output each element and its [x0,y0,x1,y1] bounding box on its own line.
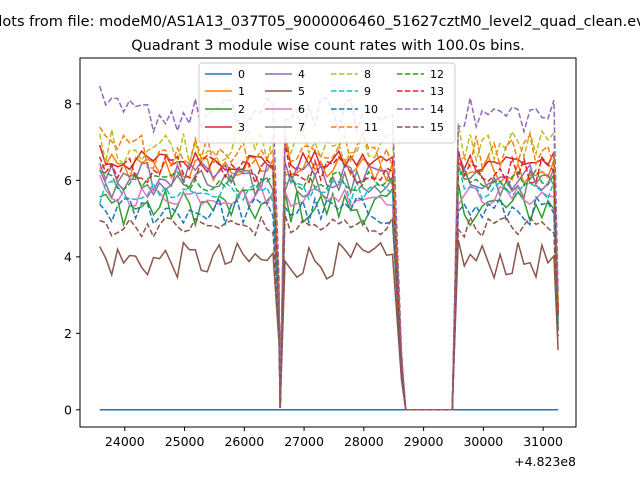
legend-label-14: 14 [430,103,444,116]
legend-label-10: 10 [364,103,378,116]
series-line-14 [98,85,559,411]
series-line-12 [99,168,559,411]
series-line-15 [99,214,559,411]
series-line-10 [99,195,559,411]
x-tick-label: 31000 [523,434,563,449]
y-tick-label: 2 [64,326,72,341]
series-line-5 [99,239,559,411]
x-tick-label: 29000 [404,434,444,449]
legend-label-4: 4 [298,68,305,81]
legend-label-5: 5 [298,85,305,98]
x-tick-label: 26000 [224,434,264,449]
axes-frame [79,57,577,428]
x-tick-label: 27000 [284,434,324,449]
legend-label-13: 13 [430,85,444,98]
legend-label-11: 11 [364,121,378,134]
x-axis-ticks: 24000 25000 26000 27000 28000 29000 30000 31000 [105,427,563,449]
y-tick-label: 4 [64,249,72,264]
legend-label-2: 2 [238,103,245,116]
figure-suptitle: Plots from file: modeM0/AS1A13_037T05_90… [0,14,640,30]
legend-label-3: 3 [238,121,245,134]
plot-series [98,85,559,411]
series-line-9 [98,163,559,411]
y-tick-label: 6 [64,173,72,188]
series-line-13 [98,142,559,411]
y-axis-ticks: 0 2 4 6 8 [64,96,80,417]
legend-label-6: 6 [298,103,305,116]
series-line-2 [99,183,559,411]
legend-frame [198,62,456,144]
x-tick-label: 25000 [165,434,205,449]
legend-label-0: 0 [238,68,245,81]
legend-label-1: 1 [238,85,245,98]
series-line-11 [99,126,559,411]
legend-label-15: 15 [430,121,444,134]
legend-label-9: 9 [364,85,371,98]
x-axis-offset-label: +4.823e8 [514,454,576,469]
y-tick-label: 8 [64,96,72,111]
legend-label-7: 7 [298,121,305,134]
x-tick-label: 30000 [463,434,503,449]
legend-label-8: 8 [364,68,371,81]
legend-label-12: 12 [430,68,444,81]
y-tick-label: 0 [64,402,72,417]
axes-title: Quadrant 3 module wise count rates with … [131,38,525,54]
series-line-8 [98,123,559,411]
x-tick-label: 28000 [344,434,384,449]
x-tick-label: 24000 [105,434,145,449]
